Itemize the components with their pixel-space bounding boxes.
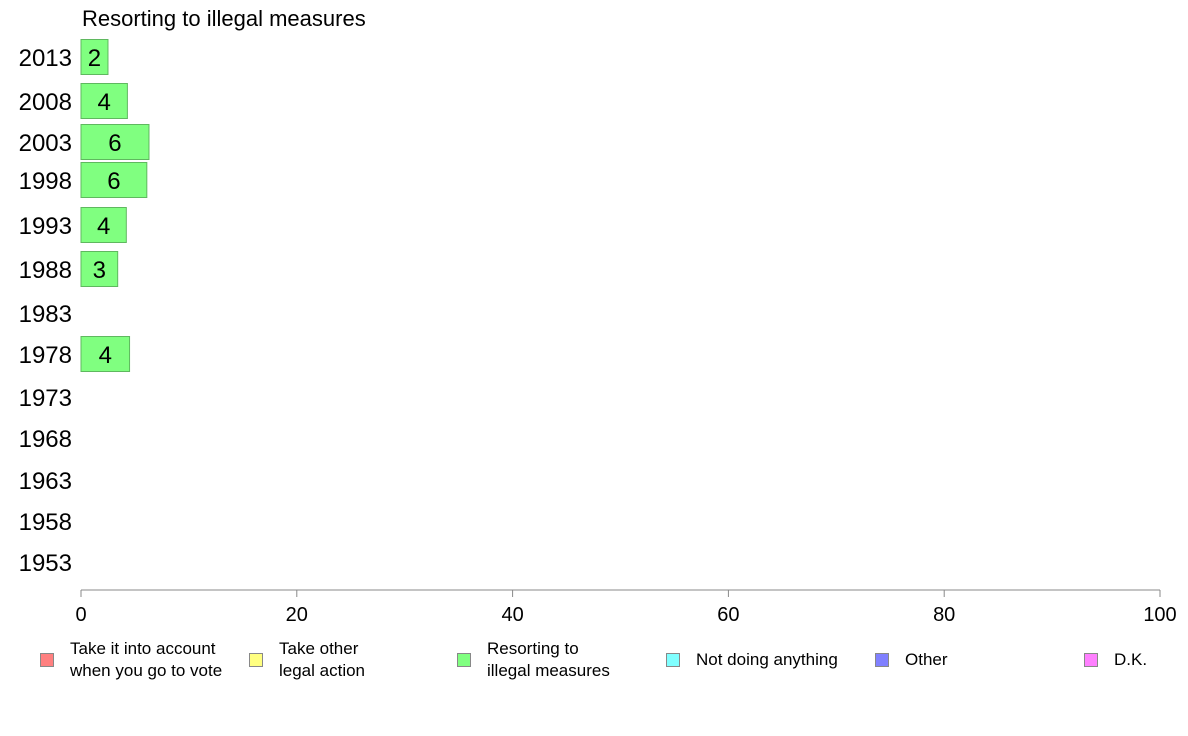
bar (80, 83, 128, 119)
legend-swatch (40, 653, 54, 667)
y-tick-label: 1953 (19, 550, 72, 577)
bar-value-label: 3 (93, 257, 106, 284)
bar (80, 336, 131, 372)
legend-item: D.K. (1084, 638, 1147, 682)
bar (80, 39, 109, 75)
bar-value-label: 6 (108, 130, 121, 157)
bar (80, 251, 119, 287)
chart-title: Resorting to illegal measures (82, 6, 366, 31)
y-tick-label: 1998 (19, 168, 72, 195)
legend-label: Take other legal action (279, 639, 366, 680)
legend-label: Other (905, 650, 948, 669)
legend-item: Other (875, 638, 948, 682)
legend-label: Resorting to illegal measures (487, 639, 610, 680)
y-tick-label: 1958 (19, 509, 72, 536)
y-tick-label: 1993 (19, 213, 72, 240)
bar-value-label: 4 (99, 342, 112, 369)
x-tick-label: 100 (1143, 604, 1176, 626)
bar (80, 124, 150, 160)
x-tick-label: 20 (286, 604, 308, 626)
y-tick-label: 1973 (19, 385, 72, 412)
bar-value-label: 6 (107, 168, 120, 195)
x-tick-label: 0 (75, 604, 86, 626)
y-tick-label: 1968 (19, 426, 72, 453)
legend-swatch (457, 653, 471, 667)
y-tick-label: 2003 (19, 130, 72, 157)
bar-chart: Resorting to illegal measures 2013 2 2008 4… (19, 6, 1177, 626)
legend-swatch (249, 653, 263, 667)
bar-value-label: 4 (98, 89, 111, 116)
legend-item: Take it into account when you go to vote (40, 638, 222, 682)
y-tick-label: 2013 (19, 45, 72, 72)
y-tick-label: 1983 (19, 301, 72, 328)
y-tick-label: 1978 (19, 342, 72, 369)
legend-item: Resorting to illegal measures (457, 638, 610, 682)
legend-label: Take it into account when you go to vote (70, 639, 223, 680)
x-axis: 0 20 40 60 80 100 (75, 589, 1177, 626)
legend-swatch (1084, 653, 1098, 667)
y-tick-label: 1963 (19, 468, 72, 495)
bar-value-label: 2 (88, 45, 101, 72)
x-tick-label: 80 (933, 604, 955, 626)
y-tick-label: 2008 (19, 89, 72, 116)
legend-swatch (875, 653, 889, 667)
bar (80, 162, 148, 198)
legend-label: D.K. (1114, 650, 1148, 669)
legend-swatch (666, 653, 680, 667)
x-tick-label: 60 (717, 604, 739, 626)
x-tick-label: 40 (501, 604, 523, 626)
bar (80, 207, 127, 243)
bar-value-label: 4 (97, 213, 110, 240)
y-tick-label: 1988 (19, 257, 72, 284)
legend-label: Not doing anything (696, 650, 838, 669)
legend-item: Take other legal action (249, 638, 365, 682)
legend: Take it into account when you go to vote… (0, 638, 1188, 688)
legend-item: Not doing anything (666, 638, 838, 682)
